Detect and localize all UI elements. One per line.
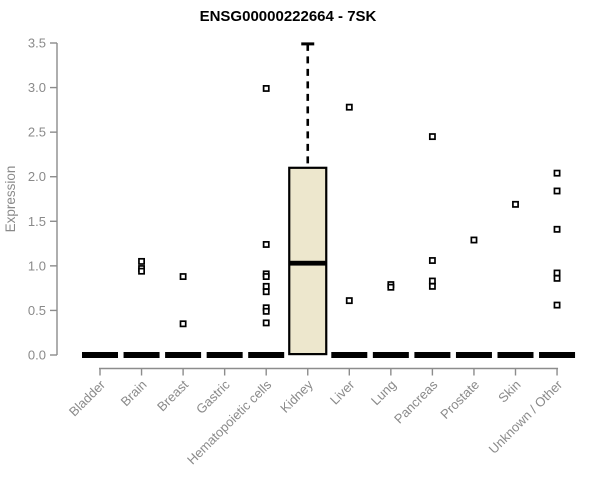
chart-title: ENSG00000222664 - 7SK: [200, 8, 377, 25]
zero-boxplot-bar: [539, 352, 576, 358]
outlier-point: [428, 282, 436, 290]
zero-boxplot-bar: [497, 352, 534, 358]
category-label: Unknown / Other: [486, 377, 566, 457]
y-tick-label: 1.5: [28, 214, 46, 229]
category-label: Kidney: [277, 377, 316, 416]
category-label: Brain: [118, 377, 150, 409]
y-axis-label: Expression: [3, 166, 18, 233]
outlier-point: [262, 307, 270, 315]
outlier-point: [262, 282, 270, 290]
y-tick-label: 3.5: [28, 36, 46, 51]
outlier-point: [553, 187, 561, 195]
y-tick-label: 0.0: [28, 348, 46, 363]
zero-boxplot-bar: [414, 352, 451, 358]
outlier-point: [428, 257, 436, 264]
outlier-point: [262, 288, 270, 296]
zero-boxplot-bar: [248, 352, 285, 358]
outlier-point: [553, 274, 561, 282]
outlier-point: [428, 277, 436, 285]
outlier-point: [138, 267, 145, 275]
category-label: Lung: [368, 377, 399, 408]
category-label: Prostate: [437, 377, 482, 422]
category-label: Skin: [495, 377, 523, 405]
zero-boxplot-bar: [206, 352, 243, 358]
zero-boxplot-bar: [165, 352, 202, 358]
zero-boxplot-bar: [123, 352, 160, 358]
y-tick-label: 3.0: [28, 80, 46, 95]
outlier-point: [553, 169, 561, 177]
outlier-point: [345, 103, 353, 111]
plot-layer: 0.0 0.5 1.0 1.5 2.0 2.5 3.0 3.5 Bladder Brain Brea…: [28, 36, 576, 467]
zero-boxplot-bar: [82, 352, 118, 358]
y-tick-label: 2.0: [28, 169, 46, 184]
category-label: Pancreas: [391, 377, 441, 427]
outlier-point: [553, 225, 561, 233]
y-tick-label: 2.5: [28, 125, 46, 140]
outlier-point: [553, 269, 561, 277]
outlier-point: [262, 241, 270, 248]
outlier-point: [262, 85, 270, 92]
outlier-point: [553, 301, 561, 309]
outlier-point: [428, 133, 436, 141]
outlier-point: [387, 283, 395, 291]
zero-boxplot-bar: [455, 352, 492, 358]
outlier-point: [262, 273, 270, 281]
outlier-point: [179, 320, 187, 328]
zero-boxplot-bar: [372, 352, 409, 358]
outlier-point: [345, 297, 353, 305]
outlier-point: [262, 319, 270, 327]
outlier-point: [179, 273, 187, 281]
median-line: [289, 260, 327, 266]
outlier-point: [470, 236, 478, 244]
category-label: Gastric: [193, 377, 233, 417]
category-label: Breast: [154, 377, 191, 414]
y-tick-label: 0.5: [28, 303, 46, 318]
category-label: Liver: [327, 377, 358, 408]
outlier-point: [138, 257, 145, 265]
y-tick-label: 1.0: [28, 258, 46, 273]
zero-boxplot-bar: [331, 352, 368, 358]
category-label: Bladder: [66, 377, 109, 420]
outlier-point: [512, 200, 519, 208]
